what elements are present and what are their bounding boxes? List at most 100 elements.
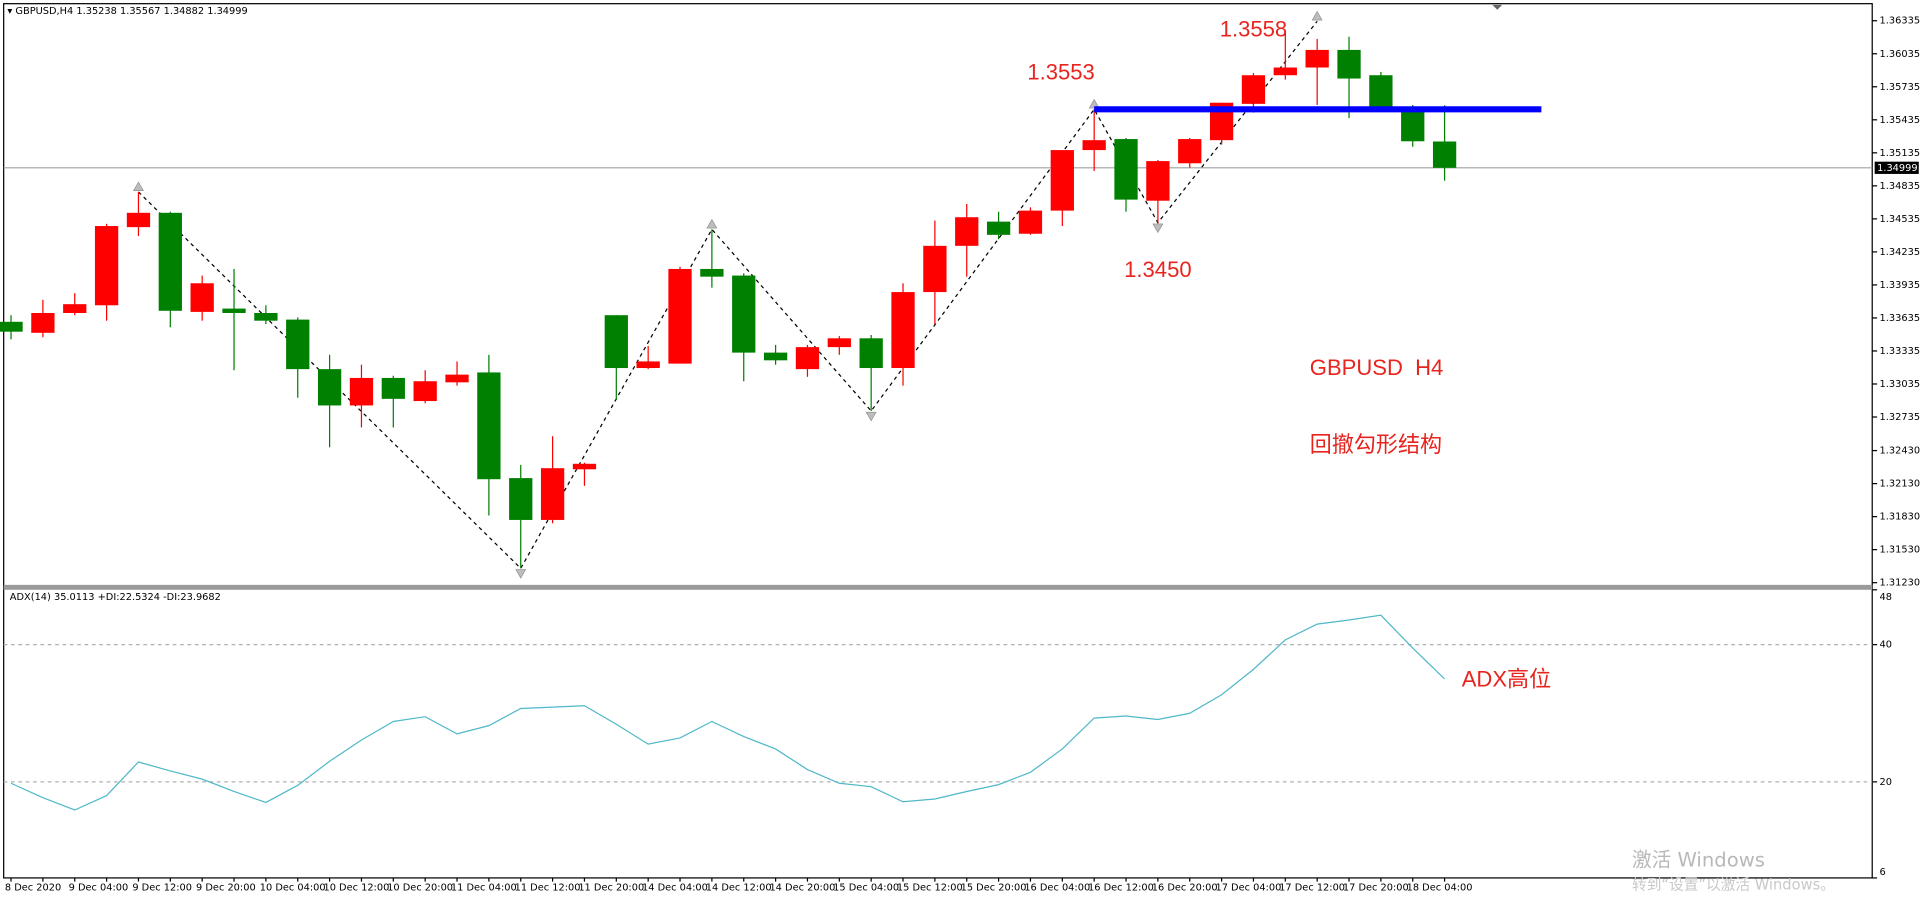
- candle-body: [572, 463, 597, 470]
- annotation: 回撤勾形结构: [1310, 432, 1442, 457]
- chart-shift-marker: [1492, 4, 1503, 10]
- symbol-header: ▾ GBPUSD,H4 1.35238 1.35567 1.34882 1.34…: [7, 6, 247, 17]
- zigzag-arrow: [515, 569, 527, 579]
- x-tick-label: 11 Dec 04:00: [451, 883, 517, 894]
- candle-body: [381, 377, 405, 399]
- candle-body: [604, 315, 628, 369]
- x-tick-label: 10 Dec 20:00: [387, 883, 453, 894]
- candle-body: [1050, 150, 1074, 211]
- candle-body: [31, 312, 55, 333]
- candle-body: [94, 226, 119, 306]
- x-tick-label: 9 Dec 04:00: [69, 883, 129, 894]
- candle-body: [795, 347, 820, 370]
- plot-frame: [3, 3, 1873, 879]
- candle-body: [1401, 107, 1425, 142]
- candle-body: [1146, 161, 1170, 201]
- candle-body: [158, 212, 182, 311]
- candle-body: [923, 245, 947, 293]
- y-tick-label: 1.36335: [1880, 16, 1920, 27]
- candle-body: [859, 338, 883, 369]
- annotation: 1.3450: [1124, 257, 1191, 282]
- x-tick-label: 11 Dec 12:00: [515, 883, 581, 894]
- candle-body: [1241, 75, 1266, 104]
- header-close: 1.34999: [207, 6, 248, 17]
- x-tick-label: 14 Dec 12:00: [706, 883, 772, 894]
- candle-body: [891, 292, 915, 369]
- x-tick-label: 10 Dec 04:00: [260, 883, 326, 894]
- y-tick-label: 1.35135: [1880, 148, 1920, 159]
- candle-body: [1082, 140, 1106, 151]
- candle-body: [827, 338, 851, 348]
- y-tick-label: 1.35735: [1880, 82, 1920, 93]
- y-tick-label: 1.33935: [1880, 280, 1920, 291]
- y-tick-label: 1.36035: [1880, 49, 1920, 60]
- y-tick-label: 1.34235: [1880, 247, 1920, 258]
- x-tick-label: 16 Dec 04:00: [1024, 883, 1090, 894]
- candle-body: [1369, 75, 1393, 108]
- candle-body: [63, 304, 87, 313]
- candle-body: [986, 221, 1011, 235]
- candle-body: [0, 321, 23, 332]
- x-tick-label: 17 Dec 20:00: [1343, 883, 1409, 894]
- y-tick-label: 1.33035: [1880, 379, 1920, 390]
- candle-body: [286, 319, 310, 370]
- y-tick-label: 6: [1880, 867, 1886, 878]
- x-tick-label: 17 Dec 04:00: [1215, 883, 1281, 894]
- watermark: 激活 Windows: [1632, 848, 1765, 871]
- y-tick-label: 1.33635: [1880, 313, 1920, 324]
- y-tick-label: 1.31230: [1880, 578, 1920, 589]
- annotation: 1.3553: [1027, 59, 1094, 84]
- x-tick-label: 15 Dec 20:00: [961, 883, 1027, 894]
- x-tick-label: 15 Dec 12:00: [897, 883, 963, 894]
- candle-body: [732, 275, 756, 353]
- marks: 1.36335 1.36035 1.35735 1.35435 1.35135 1.348…: [0, 10, 1920, 894]
- candle-body: [477, 372, 501, 480]
- zigzag-arrow: [133, 181, 144, 191]
- y-tick-label: 1.32735: [1880, 412, 1920, 423]
- candle-body: [254, 312, 278, 321]
- candle-body: [1273, 67, 1297, 76]
- annotation: ADX高位: [1462, 666, 1551, 691]
- x-tick-label: 14 Dec 20:00: [769, 883, 835, 894]
- zigzag-arrow: [1311, 10, 1323, 21]
- zigzag-arrow: [706, 218, 718, 229]
- header-arrow: ▾: [7, 6, 15, 17]
- candle-body: [445, 374, 469, 383]
- annotation: GBPUSD H4: [1310, 355, 1443, 380]
- y-tick-label: 1.33335: [1880, 346, 1920, 357]
- x-tick-label: 18 Dec 04:00: [1407, 883, 1473, 894]
- candle-body: [1432, 141, 1457, 168]
- y-tick-label: 1.34535: [1880, 214, 1920, 225]
- x-tick-label: 9 Dec 12:00: [132, 883, 192, 894]
- x-tick-label: 14 Dec 04:00: [642, 883, 708, 894]
- header-high: 1.35567: [120, 6, 161, 17]
- y-tick-label: 1.34835: [1880, 181, 1920, 192]
- candle-body: [1114, 139, 1138, 200]
- candle-body: [540, 468, 565, 520]
- x-tick-label: 9 Dec 20:00: [196, 883, 256, 894]
- adx-header: ADX(14) 35.0113 +DI:22.5324 -DI:23.9682: [10, 592, 221, 603]
- panel-separator: [3, 584, 1873, 590]
- watermark: 转到“设置”以激活 Windows。: [1632, 876, 1835, 893]
- x-tick-label: 8 Dec 2020: [5, 883, 61, 894]
- x-tick-label: 11 Dec 20:00: [578, 883, 644, 894]
- y-tick-label: 40: [1880, 640, 1892, 651]
- candle-body: [222, 308, 246, 313]
- adx-line: [10, 614, 1446, 811]
- zigzag-arrow: [1152, 223, 1164, 234]
- candle-body: [413, 381, 437, 402]
- x-tick-label: 15 Dec 04:00: [833, 883, 899, 894]
- candle-body: [1018, 210, 1043, 234]
- candle-body: [1305, 49, 1329, 68]
- x-tick-label: 16 Dec 20:00: [1152, 883, 1218, 894]
- candle-body: [636, 361, 660, 369]
- candle-body: [955, 217, 979, 246]
- y-tick-label: 1.31530: [1880, 545, 1920, 556]
- candle-body: [1178, 139, 1202, 164]
- candle-body: [349, 377, 374, 406]
- x-tick-label: 16 Dec 12:00: [1088, 883, 1154, 894]
- y-tick-label: 1.32430: [1880, 446, 1920, 457]
